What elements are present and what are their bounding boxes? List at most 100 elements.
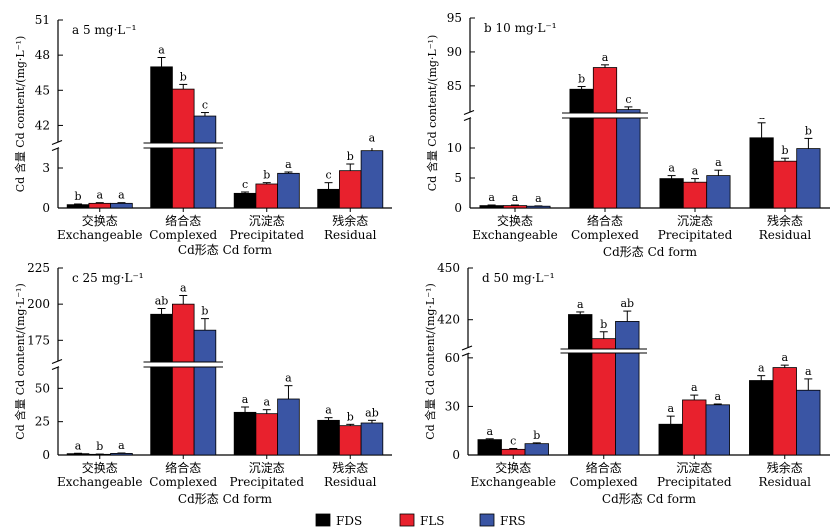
- bar: [233, 192, 257, 209]
- bar: [150, 313, 173, 456]
- x-axis-title: Cd形态 Cd form: [178, 243, 273, 257]
- bar: [682, 181, 708, 209]
- axis-break-mask: [52, 142, 64, 149]
- x-tick-label-zh: 络合态: [586, 460, 622, 475]
- break-gap: [59, 143, 392, 148]
- bar: [749, 137, 774, 209]
- bar: [524, 443, 549, 456]
- significance-label: a: [285, 372, 292, 385]
- x-tick-label-zh: 沉淀态: [249, 461, 285, 475]
- significance-label: a: [692, 165, 699, 178]
- y-tick-label: 51: [35, 13, 50, 27]
- bar: [150, 66, 173, 209]
- significance-label: b: [263, 169, 270, 182]
- x-tick-label-zh: 残余态: [332, 460, 368, 475]
- x-tick-label-zh: 残余态: [332, 213, 368, 228]
- x-tick-label-en: Complexed: [149, 228, 217, 242]
- significance-label: b: [805, 124, 812, 137]
- significance-label: ab: [155, 294, 169, 307]
- panel-title: d 50 mg·L⁻¹: [482, 271, 555, 285]
- panel-title: c 25 mg·L⁻¹: [72, 271, 144, 285]
- x-tick-label-en: Exchangeable: [57, 475, 142, 489]
- bar: [66, 204, 90, 209]
- y-tick-label: 95: [447, 11, 462, 25]
- bar: [317, 188, 340, 209]
- bar: [772, 160, 798, 209]
- y-tick-label: 10: [447, 141, 462, 155]
- significance-label: b: [180, 70, 187, 83]
- bar: [255, 413, 279, 456]
- y-tick-label: 5: [454, 171, 462, 185]
- bar: [706, 175, 731, 209]
- y-tick-label: 175: [27, 333, 50, 347]
- bar: [502, 205, 528, 209]
- x-tick-label-zh: 络合态: [165, 460, 201, 475]
- x-axis-title: Cd形态 Cd form: [178, 492, 273, 506]
- bar: [233, 411, 257, 456]
- bar: [193, 329, 217, 456]
- x-tick-label-zh: 沉淀态: [249, 214, 285, 228]
- x-tick-label-zh: 沉淀态: [676, 461, 712, 475]
- x-tick-label-zh: 交换态: [495, 460, 531, 475]
- y-tick-label: 60: [445, 351, 460, 365]
- bar: [66, 453, 90, 456]
- significance-label: a: [667, 402, 674, 415]
- significance-label: a: [285, 158, 292, 171]
- y-tick-label: 0: [454, 201, 462, 215]
- significance-label: ab: [365, 406, 379, 419]
- x-tick-label-en: Complexed: [570, 475, 638, 489]
- y-tick-label: 0: [452, 448, 460, 462]
- bar: [171, 303, 195, 456]
- x-tick-label-en: Exchangeable: [471, 475, 556, 489]
- significance-label: b: [578, 73, 585, 86]
- bar: [705, 404, 730, 456]
- chart-panel: 0 3 42 45 48 51 Cd 含量 Cd content/(mg·L⁻¹) a 5 m…: [13, 13, 392, 257]
- x-tick-label-en: Complexed: [149, 475, 217, 489]
- y-tick-label: 42: [35, 118, 50, 132]
- bar: [338, 425, 362, 456]
- significance-label: a: [758, 362, 765, 375]
- significance-label: a: [714, 390, 721, 403]
- x-tick-label-zh: 络合态: [587, 213, 623, 228]
- axis-break-mask: [462, 348, 474, 354]
- significance-label: a: [263, 396, 270, 409]
- bar: [479, 205, 504, 209]
- break-gap: [471, 113, 830, 118]
- legend-label: FRS: [500, 514, 526, 528]
- bar: [592, 67, 618, 209]
- significance-label: a: [715, 156, 722, 169]
- axis-break-mark: [461, 345, 473, 351]
- y-tick-label: 0: [42, 201, 50, 215]
- significance-label: b: [781, 144, 788, 157]
- bar: [477, 439, 502, 456]
- significance-label: c: [625, 93, 631, 106]
- bar: [360, 150, 384, 209]
- significance-label: a: [691, 381, 698, 394]
- break-gap: [469, 349, 830, 353]
- y-tick-label: 50: [35, 381, 50, 395]
- significance-label: b: [96, 440, 103, 453]
- significance-label: c: [510, 435, 516, 448]
- axis-break-mark: [51, 358, 63, 365]
- x-tick-label-en: Residual: [759, 228, 812, 242]
- bar: [591, 338, 616, 456]
- significance-label: b: [600, 318, 607, 331]
- y-tick-label: 3: [42, 161, 50, 175]
- x-tick-label-en: Precipitated: [229, 228, 304, 242]
- axis-break-mark: [463, 109, 475, 116]
- bar: [616, 109, 641, 209]
- bar: [796, 148, 821, 209]
- significance-label: a: [805, 365, 812, 378]
- significance-label: a: [488, 191, 495, 204]
- significance-label: ab: [620, 297, 634, 310]
- y-axis-title: Cd 含量 Cd content/(mg·L⁻¹): [425, 35, 439, 192]
- axis-break-mark: [51, 139, 63, 146]
- bar: [568, 314, 593, 456]
- panel-title: b 10 mg·L⁻¹: [484, 21, 557, 35]
- bar: [615, 321, 640, 456]
- significance-label: a: [486, 425, 493, 438]
- y-tick-label: 45: [35, 83, 50, 97]
- x-tick-label-en: Precipitated: [658, 228, 733, 242]
- x-tick-label-zh: 残余态: [767, 213, 803, 228]
